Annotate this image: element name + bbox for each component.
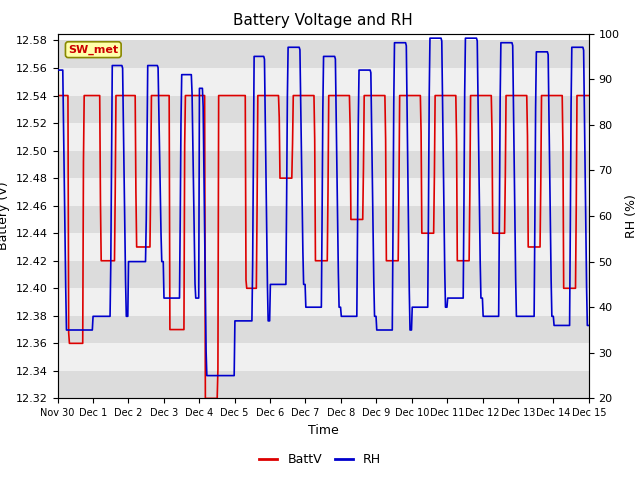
- Bar: [58, 316, 589, 343]
- Text: SW_met: SW_met: [68, 45, 118, 55]
- Bar: [58, 178, 589, 205]
- Y-axis label: Battery (V): Battery (V): [0, 182, 10, 250]
- Title: Battery Voltage and RH: Battery Voltage and RH: [234, 13, 413, 28]
- Bar: [58, 151, 589, 178]
- X-axis label: Time: Time: [308, 424, 339, 437]
- Bar: [58, 123, 589, 151]
- Bar: [58, 68, 589, 96]
- Bar: [58, 371, 589, 398]
- Bar: [58, 288, 589, 316]
- Bar: [58, 343, 589, 371]
- Legend: BattV, RH: BattV, RH: [253, 448, 387, 471]
- Bar: [58, 233, 589, 261]
- Y-axis label: RH (%): RH (%): [625, 194, 638, 238]
- Bar: [58, 205, 589, 233]
- Bar: [58, 40, 589, 68]
- Bar: [58, 96, 589, 123]
- Bar: [58, 261, 589, 288]
